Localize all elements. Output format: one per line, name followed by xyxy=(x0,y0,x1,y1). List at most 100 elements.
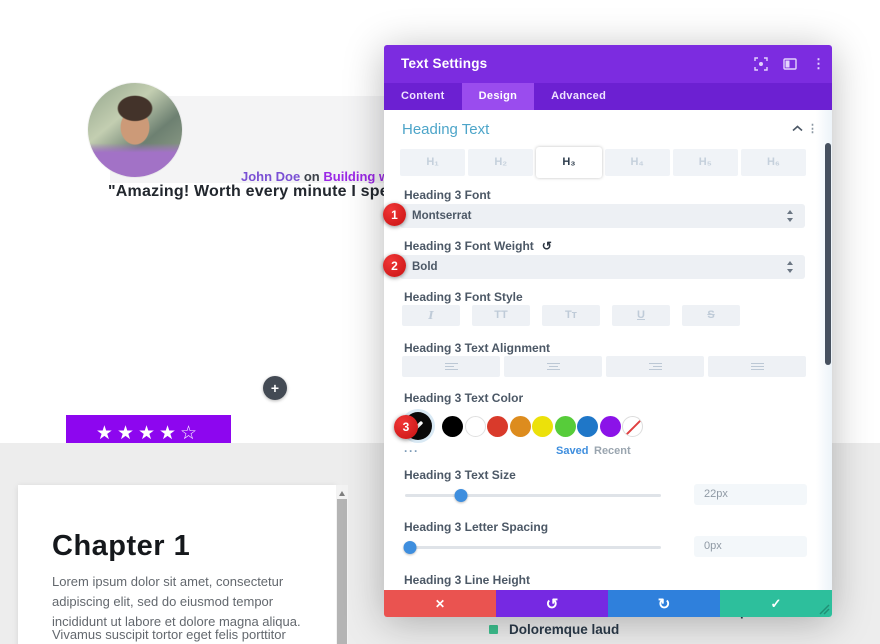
list-item: Doloremque laud xyxy=(489,622,619,637)
italic-button[interactable]: I xyxy=(402,305,460,326)
tab-content[interactable]: Content xyxy=(401,90,445,102)
plus-icon: + xyxy=(270,380,280,396)
letter-spacing-input[interactable]: 0px xyxy=(694,536,807,557)
focus-preview-icon[interactable] xyxy=(754,57,768,71)
strikethrough-button[interactable]: S xyxy=(682,305,740,326)
font-style-label: Heading 3 Font Style xyxy=(404,290,523,304)
more-colors-toggle[interactable]: ··· xyxy=(404,444,419,458)
redo-icon: ↻ xyxy=(657,595,671,613)
page-scrollbar-thumb[interactable] xyxy=(337,499,347,644)
alignment-buttons xyxy=(402,356,806,377)
modal-title: Text Settings xyxy=(401,56,488,71)
select-arrows-icon xyxy=(787,210,794,222)
font-select-value: Montserrat xyxy=(412,210,472,222)
modal-header-icons: ⋮ xyxy=(754,45,825,83)
tab-advanced[interactable]: Advanced xyxy=(551,90,607,102)
color-swatch-none[interactable] xyxy=(622,415,643,437)
tab-h6[interactable]: H₆ xyxy=(740,149,807,176)
undo-icon: ↺ xyxy=(545,595,559,613)
chevron-up-icon[interactable] xyxy=(792,125,803,132)
section-title-heading-text[interactable]: Heading Text xyxy=(402,121,490,138)
color-swatch-red[interactable] xyxy=(487,415,508,437)
tab-design[interactable]: Design xyxy=(461,83,535,110)
heading-level-tabs: H₁ H₂ H₃ H₄ H₅ H₆ xyxy=(400,147,807,178)
reset-icon[interactable]: ↺ xyxy=(541,239,552,253)
font-weight-select-value: Bold xyxy=(412,261,438,273)
text-size-input[interactable]: 22px xyxy=(694,484,807,505)
align-center-button[interactable] xyxy=(504,356,602,377)
color-swatch-blue[interactable] xyxy=(577,415,598,437)
add-module-button[interactable]: + xyxy=(263,376,287,400)
color-swatches xyxy=(404,410,643,442)
color-swatch-yellow[interactable] xyxy=(532,415,553,437)
cancel-button[interactable]: ✕ xyxy=(384,590,496,617)
uppercase-button[interactable]: TT xyxy=(472,305,530,326)
tab-h5[interactable]: H₅ xyxy=(672,149,738,176)
modal-footer: ✕ ↺ ↻ ✓ xyxy=(384,590,832,617)
chapter-title: Chapter 1 xyxy=(52,530,191,562)
font-weight-select[interactable]: Bold xyxy=(400,255,805,279)
font-style-buttons: I TT Tᴛ U S xyxy=(402,305,740,326)
chapter-paragraph: Lorem ipsum dolor sit amet, consectetur … xyxy=(52,574,301,629)
undo-button[interactable]: ↺ xyxy=(496,590,608,617)
color-swatch-purple[interactable] xyxy=(599,415,621,437)
list-bullet-icon xyxy=(489,625,498,634)
alignment-label: Heading 3 Text Alignment xyxy=(404,341,551,355)
testimonial-quote: "Amazing! Worth every minute I sper xyxy=(108,183,396,200)
chapter-paragraph: Vivamus suscipit tortor eget felis portt… xyxy=(52,627,286,642)
color-swatch-green[interactable] xyxy=(554,415,576,437)
font-select[interactable]: Montserrat xyxy=(400,204,805,228)
letter-spacing-label: Heading 3 Letter Spacing xyxy=(404,520,549,534)
text-settings-modal: Text Settings ⋮ Content Design Advanced … xyxy=(384,45,832,617)
stars-filled: ★★★★ xyxy=(95,423,181,444)
check-icon: ✓ xyxy=(770,595,782,611)
font-label: Heading 3 Font xyxy=(404,188,491,202)
snap-panel-icon[interactable] xyxy=(783,57,797,71)
modal-header[interactable]: Text Settings ⋮ xyxy=(384,45,832,83)
save-button[interactable]: ✓ xyxy=(720,590,832,617)
text-size-slider-handle[interactable] xyxy=(454,489,468,502)
smallcaps-button[interactable]: Tᴛ xyxy=(542,305,600,326)
modal-tab-bar: Content Design Advanced xyxy=(384,83,832,110)
line-height-label: Heading 3 Line Height xyxy=(404,573,531,587)
color-swatch-orange[interactable] xyxy=(509,415,531,437)
section-menu-icon[interactable]: ⋮ xyxy=(807,123,818,135)
select-arrows-icon xyxy=(787,261,794,273)
star-empty: ☆ xyxy=(180,423,202,444)
scroll-up-arrow-icon[interactable] xyxy=(339,491,345,496)
testimonial-author-link[interactable]: John Doe xyxy=(241,169,301,184)
testimonial-connector: on xyxy=(303,169,320,184)
tab-h2[interactable]: H₂ xyxy=(468,149,534,176)
align-left-button[interactable] xyxy=(402,356,500,377)
text-color-label: Heading 3 Text Color xyxy=(404,391,524,405)
text-size-slider[interactable] xyxy=(405,489,661,502)
testimonial-meta: John Doe on Building wi xyxy=(241,169,393,184)
star-rating: ★★★★☆ xyxy=(96,423,201,444)
font-weight-label: Heading 3 Font Weight ↺ xyxy=(404,239,552,253)
underline-button[interactable]: U xyxy=(612,305,670,326)
testimonial-course-link[interactable]: Building wi xyxy=(323,169,393,184)
step-badge-2: 2 xyxy=(383,254,406,277)
chapter-card: Chapter 1 Lorem ipsum dolor sit amet, co… xyxy=(18,485,336,644)
step-badge-1: 1 xyxy=(383,203,406,226)
list-item-label: Doloremque laud xyxy=(509,622,620,637)
align-justify-button[interactable] xyxy=(708,356,806,377)
saved-colors-tab[interactable]: Saved xyxy=(556,445,589,457)
page-scrollbar[interactable] xyxy=(336,485,348,644)
tab-h3[interactable]: H₃ xyxy=(536,147,602,178)
letter-spacing-slider-handle[interactable] xyxy=(403,541,417,554)
resize-handle[interactable] xyxy=(814,599,830,615)
text-size-label: Heading 3 Text Size xyxy=(404,468,516,482)
step-badge-3: 3 xyxy=(394,415,418,439)
avatar xyxy=(88,83,182,177)
modal-menu-icon[interactable]: ⋮ xyxy=(812,56,825,71)
modal-scrollbar-thumb[interactable] xyxy=(825,143,831,365)
align-right-button[interactable] xyxy=(606,356,704,377)
redo-button[interactable]: ↻ xyxy=(608,590,720,617)
recent-colors-tab[interactable]: Recent xyxy=(594,445,631,457)
tab-h4[interactable]: H₄ xyxy=(604,149,670,176)
letter-spacing-slider[interactable] xyxy=(403,541,661,554)
tab-h1[interactable]: H₁ xyxy=(400,149,466,176)
color-swatch-white[interactable] xyxy=(464,415,486,437)
color-swatch-black[interactable] xyxy=(442,415,463,437)
